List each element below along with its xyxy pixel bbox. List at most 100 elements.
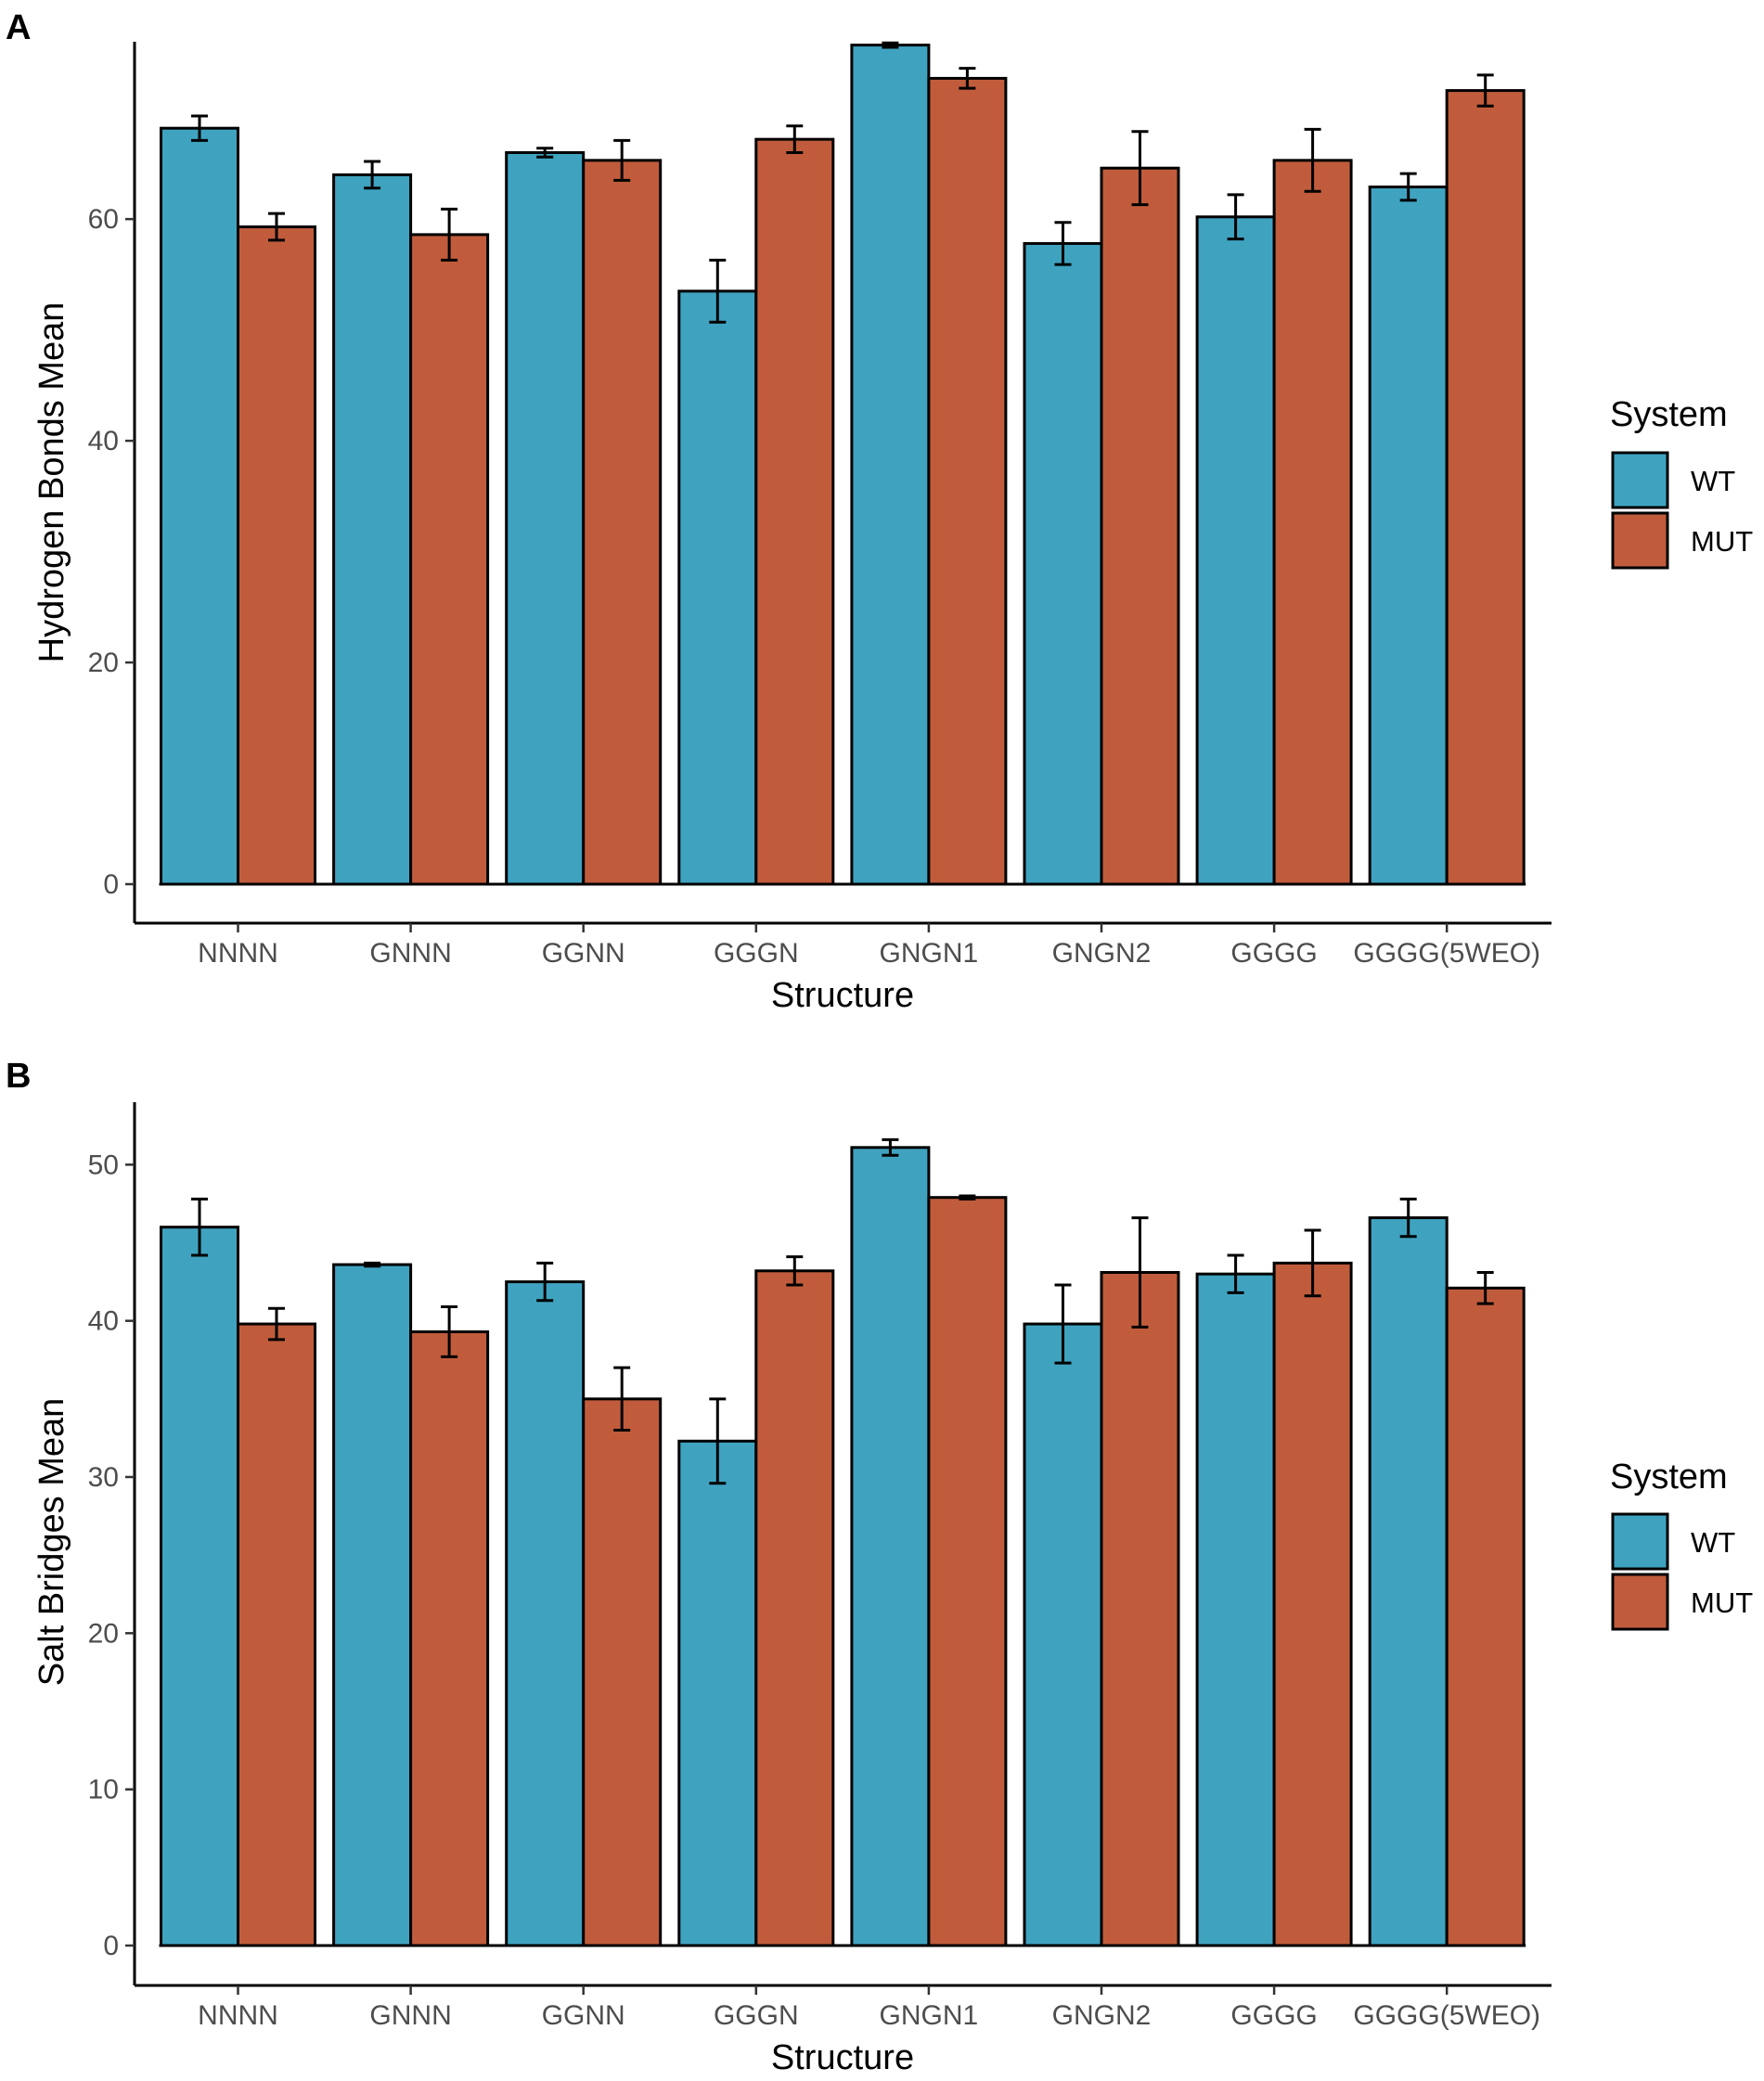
x-tick-label: GGGG(5WEO) — [1353, 938, 1540, 969]
y-tick-label: 0 — [103, 869, 119, 900]
error-bar-wt — [882, 1137, 899, 1157]
panel-label-b: B — [6, 1057, 31, 1096]
y-tick-label: 40 — [88, 426, 119, 456]
bar-wt-ggnn — [505, 1280, 586, 1947]
error-bar-wt — [1054, 1283, 1072, 1365]
x-tick-label: GNGN2 — [1052, 2000, 1152, 2031]
bar-mut-ggnn — [582, 1397, 663, 1947]
x-tick-label: GGGG — [1230, 938, 1317, 969]
plot-area-a: 0 20 40 60 NNNN GNNN GGNN GGGN GNGN1 GNGN2 GGGG GGG… — [88, 41, 1552, 969]
bar-mut-gngn2 — [1100, 166, 1180, 886]
error-bar-wt — [1227, 1253, 1244, 1294]
legend-label-mut-b: MUT — [1691, 1586, 1753, 1619]
panel-a: A 0 20 40 60 NNNN GNNN GGNN GGGN GNGN1 GNGN2 GGGG G… — [6, 8, 1753, 1015]
bar-wt-gngn1 — [850, 1146, 931, 1947]
x-tick-label: GNNN — [369, 938, 451, 969]
error-bar-wt — [709, 1397, 727, 1485]
error-bar-wt — [191, 1197, 208, 1257]
x-tick-label: NNNN — [198, 2000, 278, 2031]
error-bar-mut — [786, 124, 804, 154]
x-tick-label: GGGG(5WEO) — [1353, 2000, 1540, 2031]
legend-label-mut-a: MUT — [1691, 525, 1753, 558]
x-tick-label: NNNN — [198, 938, 278, 969]
bar-wt-gggg5weo — [1368, 1216, 1449, 1947]
y-tick-label: 40 — [88, 1306, 119, 1337]
plot-area-b: 0 10 20 30 40 50 NNNN GNNN GGNN GGGN GNGN1 GNGN2 GGG… — [88, 1102, 1552, 2031]
y-axis-title-a: Hydrogen Bonds Mean — [32, 302, 71, 663]
x-tick-label: GNNN — [369, 2000, 451, 2031]
error-bar-mut — [959, 1194, 976, 1201]
error-bar-mut — [613, 1366, 631, 1432]
bar-mut-ggnn — [582, 159, 663, 886]
bar-wt-ggnn — [505, 150, 586, 886]
error-bar-mut — [1476, 73, 1494, 108]
panel-label-a: A — [6, 8, 31, 47]
legend-label-wt-a: WT — [1691, 465, 1735, 497]
y-tick-label: 60 — [88, 204, 119, 235]
legend-label-wt-b: WT — [1691, 1526, 1735, 1559]
bar-mut-gggn — [754, 1269, 835, 1947]
error-bar-wt — [364, 160, 381, 190]
error-bar-mut — [613, 138, 631, 182]
error-bar-wt — [191, 114, 208, 142]
y-tick-label: 20 — [88, 1618, 119, 1649]
x-tick-label: GGGG — [1230, 2000, 1317, 2031]
x-tick-label: GGNN — [542, 2000, 625, 2031]
x-tick-label: GNGN2 — [1052, 938, 1152, 969]
error-bar-wt — [536, 1261, 554, 1303]
error-bar-wt — [1054, 221, 1072, 266]
x-tick-label: GNGN1 — [880, 2000, 979, 2031]
bar-wt-gggg5weo — [1368, 186, 1449, 886]
legend-title-a: System — [1610, 395, 1728, 434]
error-bar-mut — [268, 1306, 285, 1342]
legend-swatch-mut-b — [1611, 1573, 1669, 1631]
x-tick-label: GGNN — [542, 938, 625, 969]
error-bar-wt — [1399, 172, 1417, 202]
x-axis-title-b: Structure — [771, 2038, 914, 2077]
bar-mut-gggn — [754, 137, 835, 886]
y-tick-label: 10 — [88, 1775, 119, 1805]
bar-mut-nnnn — [237, 1322, 316, 1947]
legend-a: System WT MUT — [1610, 395, 1753, 570]
bar-wt-gngn1 — [850, 44, 931, 886]
error-bar-wt — [1399, 1197, 1417, 1239]
bar-mut-gngn1 — [927, 76, 1008, 886]
bar-wt-gggn — [677, 289, 758, 886]
bar-mut-nnnn — [237, 225, 316, 886]
legend-swatch-wt-a — [1611, 451, 1669, 509]
error-bar-wt — [364, 1261, 381, 1268]
error-bar-wt — [1227, 193, 1244, 241]
error-bar-mut — [1304, 1228, 1321, 1298]
bar-wt-nnnn — [160, 126, 239, 886]
y-tick-label: 20 — [88, 648, 119, 678]
error-bar-mut — [441, 1305, 458, 1358]
legend-swatch-mut-a — [1611, 511, 1669, 570]
legend-swatch-wt-b — [1611, 1512, 1669, 1571]
bar-wt-gnnn — [332, 173, 413, 886]
error-bar-mut — [1476, 1270, 1494, 1305]
y-axis-title-b: Salt Bridges Mean — [32, 1398, 71, 1687]
error-bar-mut — [1304, 127, 1321, 193]
bar-mut-gngn1 — [927, 1196, 1008, 1947]
x-tick-label: GGGN — [714, 2000, 799, 2031]
bar-mut-gnnn — [409, 233, 490, 886]
bar-wt-gnnn — [332, 1263, 413, 1947]
bar-wt-gggg — [1195, 1272, 1276, 1947]
bar-mut-gggg5weo — [1445, 89, 1526, 886]
y-tick-label: 0 — [103, 1931, 119, 1961]
error-bar-wt — [709, 258, 727, 324]
bar-mut-gggg — [1272, 1261, 1353, 1947]
x-tick-label: GNGN1 — [880, 938, 979, 969]
bar-wt-gggn — [677, 1439, 758, 1947]
error-bar-mut — [268, 212, 285, 242]
bar-wt-nnnn — [160, 1226, 239, 1947]
panel-b: B 0 10 20 30 40 50 NNNN GNNN GGNN GGGN GNGN1 GNGN2 G… — [6, 1057, 1753, 2077]
legend-title-b: System — [1610, 1458, 1728, 1497]
bar-mut-gggg — [1272, 159, 1353, 886]
bar-wt-gggg — [1195, 215, 1276, 886]
error-bar-wt — [536, 147, 554, 159]
error-bar-mut — [786, 1255, 804, 1287]
y-tick-label: 30 — [88, 1462, 119, 1493]
error-bar-mut — [959, 67, 976, 90]
